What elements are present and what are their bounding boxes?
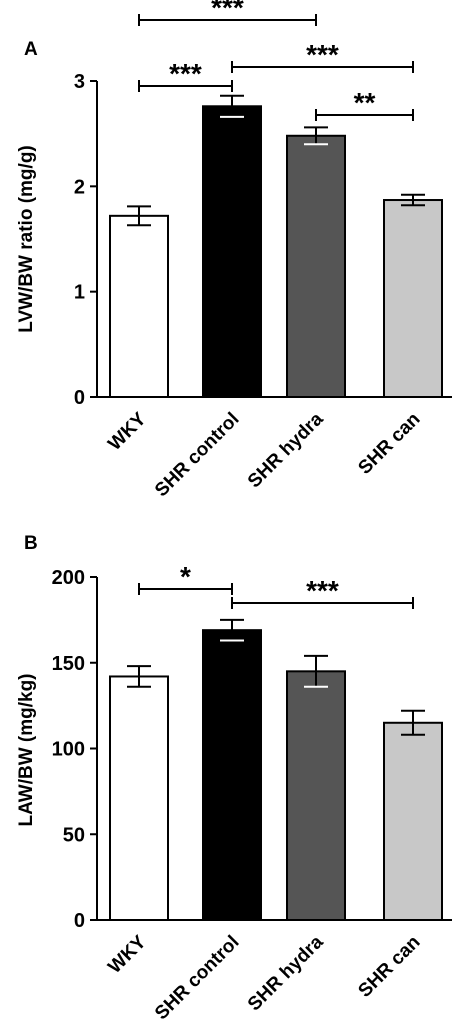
y-tick-label: 200 (52, 567, 85, 589)
bar-wky (109, 675, 169, 921)
x-category-label: SHR control (151, 409, 243, 501)
bar-shr-hydra (286, 134, 346, 398)
panel-label: B (24, 533, 38, 554)
bar-shr-can (383, 721, 443, 922)
x-category-label: SHR hydra (244, 408, 328, 492)
panel-label: A (24, 39, 38, 60)
x-category-label: SHR can (354, 409, 424, 479)
y-tick-label: 2 (74, 176, 85, 198)
bar-wky (109, 214, 169, 398)
y-tick-label: 150 (52, 653, 85, 675)
bar-shr-hydra (286, 670, 346, 922)
x-category-label: SHR control (151, 932, 243, 1024)
x-category-label: WKY (104, 408, 150, 454)
chart-panel-b: B 0 50 100 150 200 LAW/BW (mg/kg) WKY SHR contro… (16, 533, 452, 1024)
y-tick-label: 0 (74, 387, 85, 409)
y-tick-label: 50 (63, 824, 85, 846)
y-axis-title: LVW/BW ratio (mg/g) (16, 145, 37, 333)
significance-label: * (180, 561, 191, 592)
significance-label: ** (354, 87, 376, 118)
bar-shr-can (383, 199, 443, 398)
x-category-label: WKY (104, 931, 150, 977)
significance-label: *** (169, 58, 202, 89)
bar-shr-control (202, 105, 262, 398)
significance-label: *** (211, 0, 244, 23)
y-tick-label: 1 (74, 282, 85, 304)
y-axis-title: LAW/BW (mg/kg) (16, 673, 37, 826)
significance-label: *** (306, 39, 339, 70)
x-category-label: SHR hydra (244, 931, 328, 1015)
y-tick-label: 3 (74, 71, 85, 93)
y-tick-label: 100 (52, 739, 85, 761)
y-tick-label: 0 (74, 910, 85, 932)
bar-shr-control (202, 629, 262, 921)
x-category-label: SHR can (354, 932, 424, 1002)
significance-label: *** (306, 575, 339, 606)
